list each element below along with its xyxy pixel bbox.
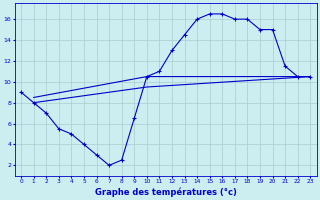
- X-axis label: Graphe des températures (°c): Graphe des températures (°c): [95, 187, 236, 197]
